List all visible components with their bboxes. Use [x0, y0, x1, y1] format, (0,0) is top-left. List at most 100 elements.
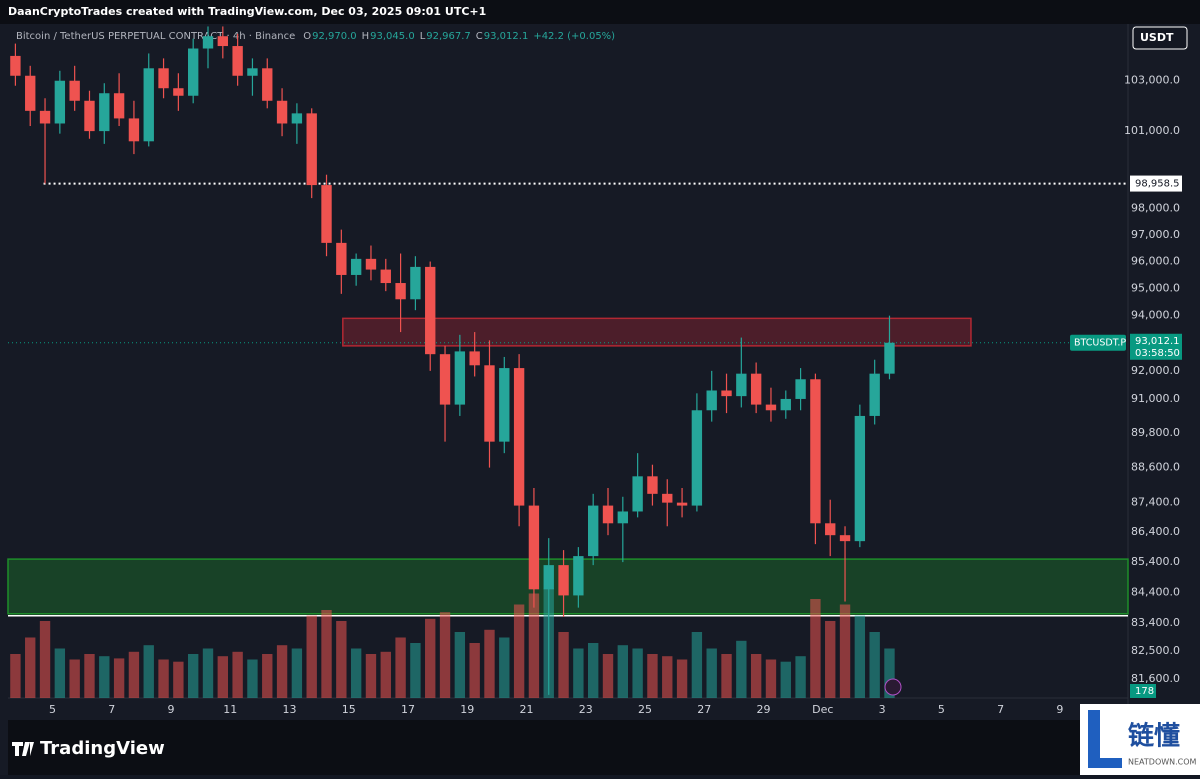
volume-bar — [691, 632, 703, 698]
volume-bar — [884, 648, 895, 698]
volume-bar — [39, 621, 51, 698]
volume-bar — [632, 648, 643, 698]
volume-bar — [276, 645, 288, 698]
y-tick-label: 84,400.0 — [1131, 585, 1180, 598]
volume-bar — [765, 659, 777, 698]
watermark-subtext: NEATDOWN.COM — [1128, 758, 1197, 767]
volume-bar — [380, 651, 391, 698]
currency-button[interactable] — [1132, 26, 1188, 50]
candle-body — [25, 75, 36, 111]
volume-bar — [825, 621, 836, 698]
volume-bar — [247, 659, 258, 698]
candle-body — [869, 373, 880, 416]
candle-body — [84, 100, 95, 132]
volume-bar — [839, 604, 851, 698]
x-tick-label: Dec — [812, 703, 833, 716]
volume-bar — [54, 648, 66, 698]
watermark-logo — [1088, 710, 1122, 768]
candle-body — [158, 68, 169, 89]
candle-body — [721, 390, 732, 397]
y-tick-label: 96,000.0 — [1131, 255, 1180, 268]
volume-bar — [499, 637, 510, 698]
candle-body — [10, 55, 21, 76]
candle-body — [113, 93, 125, 119]
volume-bar — [454, 632, 466, 698]
x-tick-label: 21 — [520, 703, 534, 716]
candle-body — [469, 351, 480, 366]
y-tick-label: 95,000.0 — [1131, 281, 1180, 294]
brand: TradingView — [40, 738, 165, 759]
x-tick-label: 25 — [638, 703, 652, 716]
candle-body — [217, 36, 228, 47]
y-tick-label: 98,000.0 — [1131, 202, 1180, 215]
candle-body — [795, 379, 806, 399]
volume-bar — [143, 645, 154, 698]
candle-body — [306, 113, 317, 186]
x-tick-label: 15 — [342, 703, 356, 716]
volume-bar — [202, 648, 214, 698]
volume-bar — [588, 643, 599, 698]
candle-body — [410, 266, 421, 300]
volume-bar — [350, 648, 362, 698]
y-tick-label: 82,500.0 — [1131, 644, 1180, 657]
countdown: 03:58:50 — [1135, 348, 1180, 359]
candle-body — [350, 258, 362, 275]
volume-bar — [291, 648, 303, 698]
y-tick-label: 101,000.0 — [1124, 124, 1180, 137]
volume-bar — [721, 654, 732, 698]
candle-body — [202, 36, 214, 49]
symbol-label: BTCUSDT.P — [1074, 337, 1126, 348]
volume-bar — [262, 654, 273, 698]
footer-bar — [8, 720, 1200, 775]
legend-value: 93,012.1 — [484, 31, 529, 42]
zone — [342, 317, 972, 347]
y-tick-label: 88,600.0 — [1131, 461, 1180, 474]
volume-bar — [410, 643, 421, 698]
candle-body — [439, 354, 451, 405]
x-tick-label: 23 — [579, 703, 593, 716]
last-price-label: 93,012.1 — [1135, 336, 1180, 347]
level-label: 98,958.5 — [1135, 179, 1180, 190]
legend-value: 92,970.0 — [312, 31, 357, 42]
legend-key: C — [476, 31, 483, 42]
candle-body — [276, 100, 288, 124]
top-bar — [0, 0, 1200, 24]
volume-bar — [99, 656, 110, 698]
candle-body — [425, 266, 436, 355]
candle-body — [662, 493, 673, 503]
y-tick-label: 97,000.0 — [1131, 228, 1180, 241]
y-tick-label: 86,400.0 — [1131, 525, 1180, 538]
candle-body — [291, 113, 303, 124]
legend-key: H — [362, 31, 370, 42]
volume-bar — [69, 659, 80, 698]
watermark-text: 链懂 — [1128, 721, 1180, 752]
currency[interactable]: USDT — [1140, 31, 1174, 44]
volume-bar — [336, 621, 347, 698]
volume-bar — [736, 640, 747, 698]
candle-body — [854, 415, 866, 542]
candle-body — [632, 476, 643, 512]
candle-body — [884, 342, 895, 374]
symbol: Bitcoin / TetherUS PERPETUAL CONTRACT · … — [16, 31, 295, 42]
legend-value: 93,045.0 — [370, 31, 415, 42]
candle-body — [691, 410, 703, 506]
x-tick-label: 5 — [938, 703, 945, 716]
candle-body — [573, 556, 584, 596]
volume-bar — [25, 637, 36, 698]
candle-body — [736, 373, 747, 397]
volume-bar — [869, 632, 880, 698]
volume-bar — [513, 604, 525, 698]
candle-body — [99, 93, 110, 132]
x-tick-label: 9 — [1056, 703, 1063, 716]
volume-bar — [128, 651, 140, 698]
volume-bar — [469, 643, 480, 698]
candle-body — [188, 48, 199, 96]
candle-body — [617, 511, 628, 524]
volume-bar — [810, 599, 821, 698]
candle-body — [528, 505, 540, 590]
candle-body — [706, 390, 717, 411]
volume-bar — [306, 615, 317, 698]
volume-bar — [780, 661, 791, 698]
